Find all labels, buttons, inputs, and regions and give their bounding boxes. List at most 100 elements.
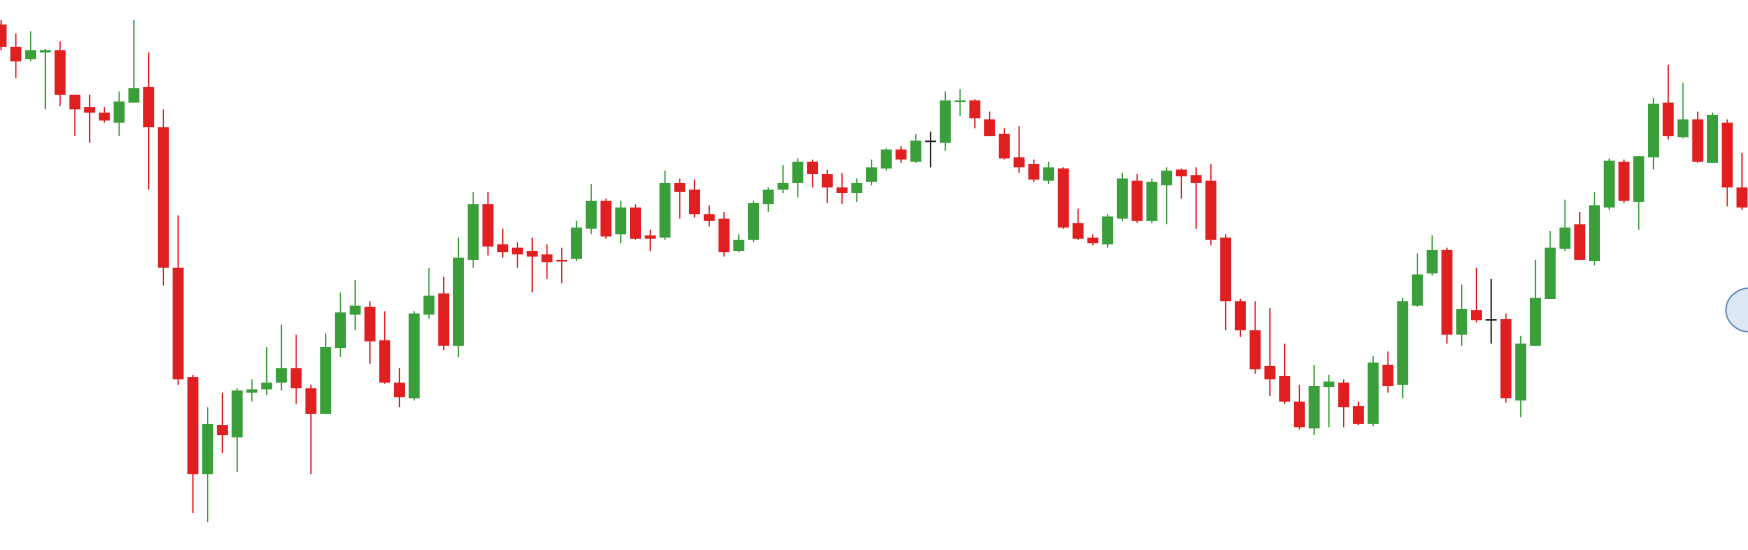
candle-body (585, 200, 597, 229)
candle-body (925, 140, 937, 143)
candle-body (1072, 223, 1084, 239)
candle-body (1470, 310, 1482, 321)
candle-body (659, 182, 671, 238)
candle-body (556, 259, 568, 262)
candle-body (939, 100, 951, 143)
candle-body (1338, 382, 1350, 408)
candle-body (969, 100, 981, 119)
candles (0, 20, 1748, 523)
candle-body (467, 204, 479, 260)
candle-body (290, 368, 302, 389)
cursor-bubble (1725, 287, 1748, 333)
candle-body (733, 239, 745, 252)
candle-body (615, 207, 627, 235)
candle-body (1116, 178, 1128, 219)
candle-body (334, 312, 346, 349)
candle-body (1736, 187, 1748, 208)
candle-body (157, 127, 169, 268)
candle-body (0, 24, 7, 47)
candle-body (1574, 224, 1586, 260)
candle-body (511, 247, 523, 255)
candle-body (1647, 103, 1659, 158)
candle-body (541, 254, 553, 263)
candle-body (807, 161, 819, 175)
candle-body (408, 313, 420, 399)
candle-body (1028, 163, 1040, 180)
candle-body (320, 346, 332, 414)
candle-body (629, 207, 641, 239)
candle-body (1529, 297, 1541, 346)
candle-body (1205, 180, 1217, 240)
candle-body (644, 235, 656, 239)
candle-body (526, 251, 538, 257)
candle-body (423, 295, 435, 315)
candle-body (1323, 381, 1335, 388)
candle-body (1264, 365, 1276, 380)
candle-body (570, 227, 582, 259)
candle-body (836, 187, 848, 194)
candle-body (349, 305, 361, 315)
candle-body (1131, 180, 1143, 221)
candle-body (1190, 175, 1202, 183)
candle-body (1603, 160, 1615, 208)
candle-body (113, 101, 125, 123)
candle-body (1308, 386, 1320, 429)
candle-body (54, 50, 66, 95)
candle-body (69, 94, 81, 110)
candle-body (202, 423, 214, 475)
candle-body (1662, 102, 1674, 137)
candle-body (1087, 237, 1099, 244)
candle-body (84, 107, 96, 113)
candle-body (1382, 364, 1394, 387)
candle-body (718, 218, 730, 253)
candle-body (246, 389, 258, 393)
candle-body (1397, 301, 1409, 385)
candle-body (703, 214, 715, 221)
candle-body (866, 167, 878, 182)
candle-body (452, 257, 464, 346)
candle-body (689, 189, 701, 215)
candle-body (1013, 157, 1025, 168)
candle-body (261, 382, 273, 390)
candle-body (497, 244, 509, 253)
candle-body (910, 140, 922, 162)
candle-body (364, 306, 376, 342)
candle-body (1588, 205, 1600, 262)
candle-body (305, 388, 317, 414)
candle-body (1146, 181, 1158, 221)
candle-body (1175, 169, 1187, 177)
candle-body (1677, 119, 1689, 138)
candle-body (1234, 301, 1246, 331)
candle-body (600, 200, 612, 237)
candle-body (231, 390, 243, 438)
candle-body (821, 174, 833, 188)
candle-body (393, 382, 405, 398)
candle-body (379, 340, 391, 383)
candle-body (851, 182, 863, 194)
candle-body (762, 189, 774, 205)
candle-body (1721, 122, 1733, 188)
candle-body (1293, 401, 1305, 428)
candle-body (172, 267, 184, 380)
candle-body (143, 87, 155, 128)
candle-body (275, 368, 287, 383)
candle-body (792, 161, 804, 183)
candle-body (1485, 319, 1497, 321)
candle-body (1411, 274, 1423, 306)
candle-body (98, 112, 110, 121)
candle-body (674, 182, 686, 192)
candle-body (1102, 216, 1114, 245)
candle-body (1367, 362, 1379, 424)
candle-body (954, 100, 966, 103)
candle-body (1043, 167, 1055, 181)
candle-body (1456, 309, 1468, 335)
candle-body (1515, 343, 1527, 401)
candle-body (1249, 330, 1261, 370)
candle-body (39, 50, 51, 53)
candle-body (482, 204, 494, 247)
candle-body (895, 149, 907, 160)
candle-body (1161, 170, 1173, 186)
